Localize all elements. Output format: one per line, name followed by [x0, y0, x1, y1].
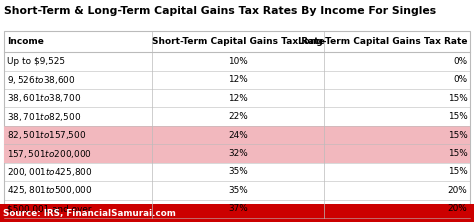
Text: 15%: 15%	[447, 112, 467, 121]
Text: 0%: 0%	[453, 75, 467, 84]
Text: Source: IRS, FinancialSamurai.com: Source: IRS, FinancialSamurai.com	[3, 209, 176, 218]
Text: 15%: 15%	[447, 167, 467, 176]
Text: 12%: 12%	[228, 75, 248, 84]
Text: 0%: 0%	[453, 57, 467, 66]
Text: $38,701 to $82,500: $38,701 to $82,500	[7, 111, 81, 123]
Text: Short-Term Capital Gains Tax Rate: Short-Term Capital Gains Tax Rate	[152, 37, 324, 46]
Text: 32%: 32%	[228, 149, 248, 158]
Text: 15%: 15%	[447, 149, 467, 158]
Text: Long-Term Capital Gains Tax Rate: Long-Term Capital Gains Tax Rate	[298, 37, 467, 46]
Text: 15%: 15%	[447, 131, 467, 140]
Text: $200,001 to $425,800: $200,001 to $425,800	[7, 166, 92, 178]
Text: Up to $9,525: Up to $9,525	[7, 57, 64, 66]
Text: 35%: 35%	[228, 186, 248, 195]
Bar	[4, 126, 470, 144]
Text: 12%: 12%	[228, 94, 248, 103]
Text: Income: Income	[7, 37, 44, 46]
Text: $425,801 to $500,000: $425,801 to $500,000	[7, 184, 92, 196]
Text: $9,526 to $38,600: $9,526 to $38,600	[7, 74, 75, 86]
Text: 24%: 24%	[228, 131, 248, 140]
Text: 15%: 15%	[447, 94, 467, 103]
Text: 37%: 37%	[228, 204, 248, 213]
Text: 20%: 20%	[447, 186, 467, 195]
Text: Short-Term & Long-Term Capital Gains Tax Rates By Income For Singles: Short-Term & Long-Term Capital Gains Tax…	[4, 6, 436, 16]
Text: 22%: 22%	[228, 112, 248, 121]
Text: 10%: 10%	[228, 57, 248, 66]
Text: $82,501 to $157,500: $82,501 to $157,500	[7, 129, 86, 141]
Text: $38,601 to $38,700: $38,601 to $38,700	[7, 92, 81, 104]
Text: $157,501 to $200,000: $157,501 to $200,000	[7, 147, 91, 160]
Bar	[4, 31, 470, 218]
Text: 20%: 20%	[447, 204, 467, 213]
Text: $500,001 and over: $500,001 and over	[7, 204, 91, 213]
Bar	[0, 204, 474, 222]
Bar	[4, 144, 470, 163]
Text: 35%: 35%	[228, 167, 248, 176]
